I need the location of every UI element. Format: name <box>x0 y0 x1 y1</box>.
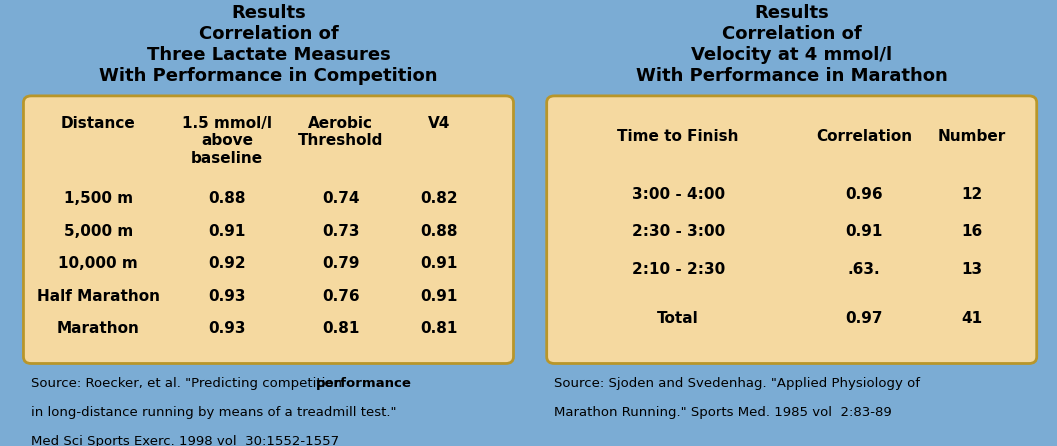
Text: Aerobic
Threshold: Aerobic Threshold <box>298 116 384 149</box>
Text: Correlation: Correlation <box>816 129 912 145</box>
Text: 0.81: 0.81 <box>420 321 458 336</box>
FancyBboxPatch shape <box>546 96 1037 363</box>
Text: 0.93: 0.93 <box>208 289 246 304</box>
Text: Half Marathon: Half Marathon <box>37 289 160 304</box>
Text: Time to Finish: Time to Finish <box>617 129 739 145</box>
Text: Source: Roecker, et al. "Predicting competition: Source: Roecker, et al. "Predicting comp… <box>32 377 347 390</box>
Text: Source: Sjoden and Svedenhag. "Applied Physiology of: Source: Sjoden and Svedenhag. "Applied P… <box>555 377 921 390</box>
Text: 0.91: 0.91 <box>420 289 458 304</box>
Text: 0.79: 0.79 <box>322 256 359 271</box>
Text: 0.81: 0.81 <box>322 321 359 336</box>
Text: 0.82: 0.82 <box>420 191 458 206</box>
Text: Results
Correlation of
Three Lactate Measures
With Performance in Competition: Results Correlation of Three Lactate Mea… <box>99 4 438 85</box>
Text: 0.92: 0.92 <box>208 256 246 271</box>
Text: 0.73: 0.73 <box>322 223 359 239</box>
Text: 0.88: 0.88 <box>420 223 458 239</box>
Text: 3:00 - 4:00: 3:00 - 4:00 <box>632 186 725 202</box>
Text: 0.97: 0.97 <box>846 311 883 326</box>
Text: Med Sci Sports Exerc. 1998 vol  30:1552-1557: Med Sci Sports Exerc. 1998 vol 30:1552-1… <box>32 435 339 446</box>
Text: 2:30 - 3:00: 2:30 - 3:00 <box>632 224 725 240</box>
Text: 0.76: 0.76 <box>322 289 359 304</box>
Text: 0.91: 0.91 <box>208 223 246 239</box>
Text: 13: 13 <box>962 262 983 277</box>
Text: in long-distance running by means of a treadmill test.": in long-distance running by means of a t… <box>32 406 396 419</box>
Text: Distance: Distance <box>61 116 135 131</box>
Text: performance: performance <box>316 377 412 390</box>
Text: 0.88: 0.88 <box>208 191 246 206</box>
Text: 0.93: 0.93 <box>208 321 246 336</box>
Text: Total: Total <box>657 311 699 326</box>
Text: 16: 16 <box>962 224 983 240</box>
Text: 0.91: 0.91 <box>846 224 883 240</box>
Text: 5,000 m: 5,000 m <box>63 223 133 239</box>
Text: 1.5 mmol/l
above
baseline: 1.5 mmol/l above baseline <box>182 116 273 166</box>
Text: 41: 41 <box>962 311 983 326</box>
Text: 0.96: 0.96 <box>846 186 883 202</box>
Text: 2:10 - 2:30: 2:10 - 2:30 <box>632 262 725 277</box>
Text: .63.: .63. <box>848 262 880 277</box>
Text: Results
Correlation of
Velocity at 4 mmol/l
With Performance in Marathon: Results Correlation of Velocity at 4 mmo… <box>636 4 947 85</box>
Text: Number: Number <box>939 129 1006 145</box>
Text: 12: 12 <box>962 186 983 202</box>
Text: Marathon: Marathon <box>57 321 140 336</box>
Text: Marathon Running." Sports Med. 1985 vol  2:83-89: Marathon Running." Sports Med. 1985 vol … <box>555 406 892 419</box>
FancyBboxPatch shape <box>23 96 514 363</box>
Text: 0.74: 0.74 <box>322 191 359 206</box>
Text: 0.91: 0.91 <box>420 256 458 271</box>
Text: 1,500 m: 1,500 m <box>63 191 133 206</box>
Text: 10,000 m: 10,000 m <box>58 256 138 271</box>
Text: V4: V4 <box>427 116 450 131</box>
